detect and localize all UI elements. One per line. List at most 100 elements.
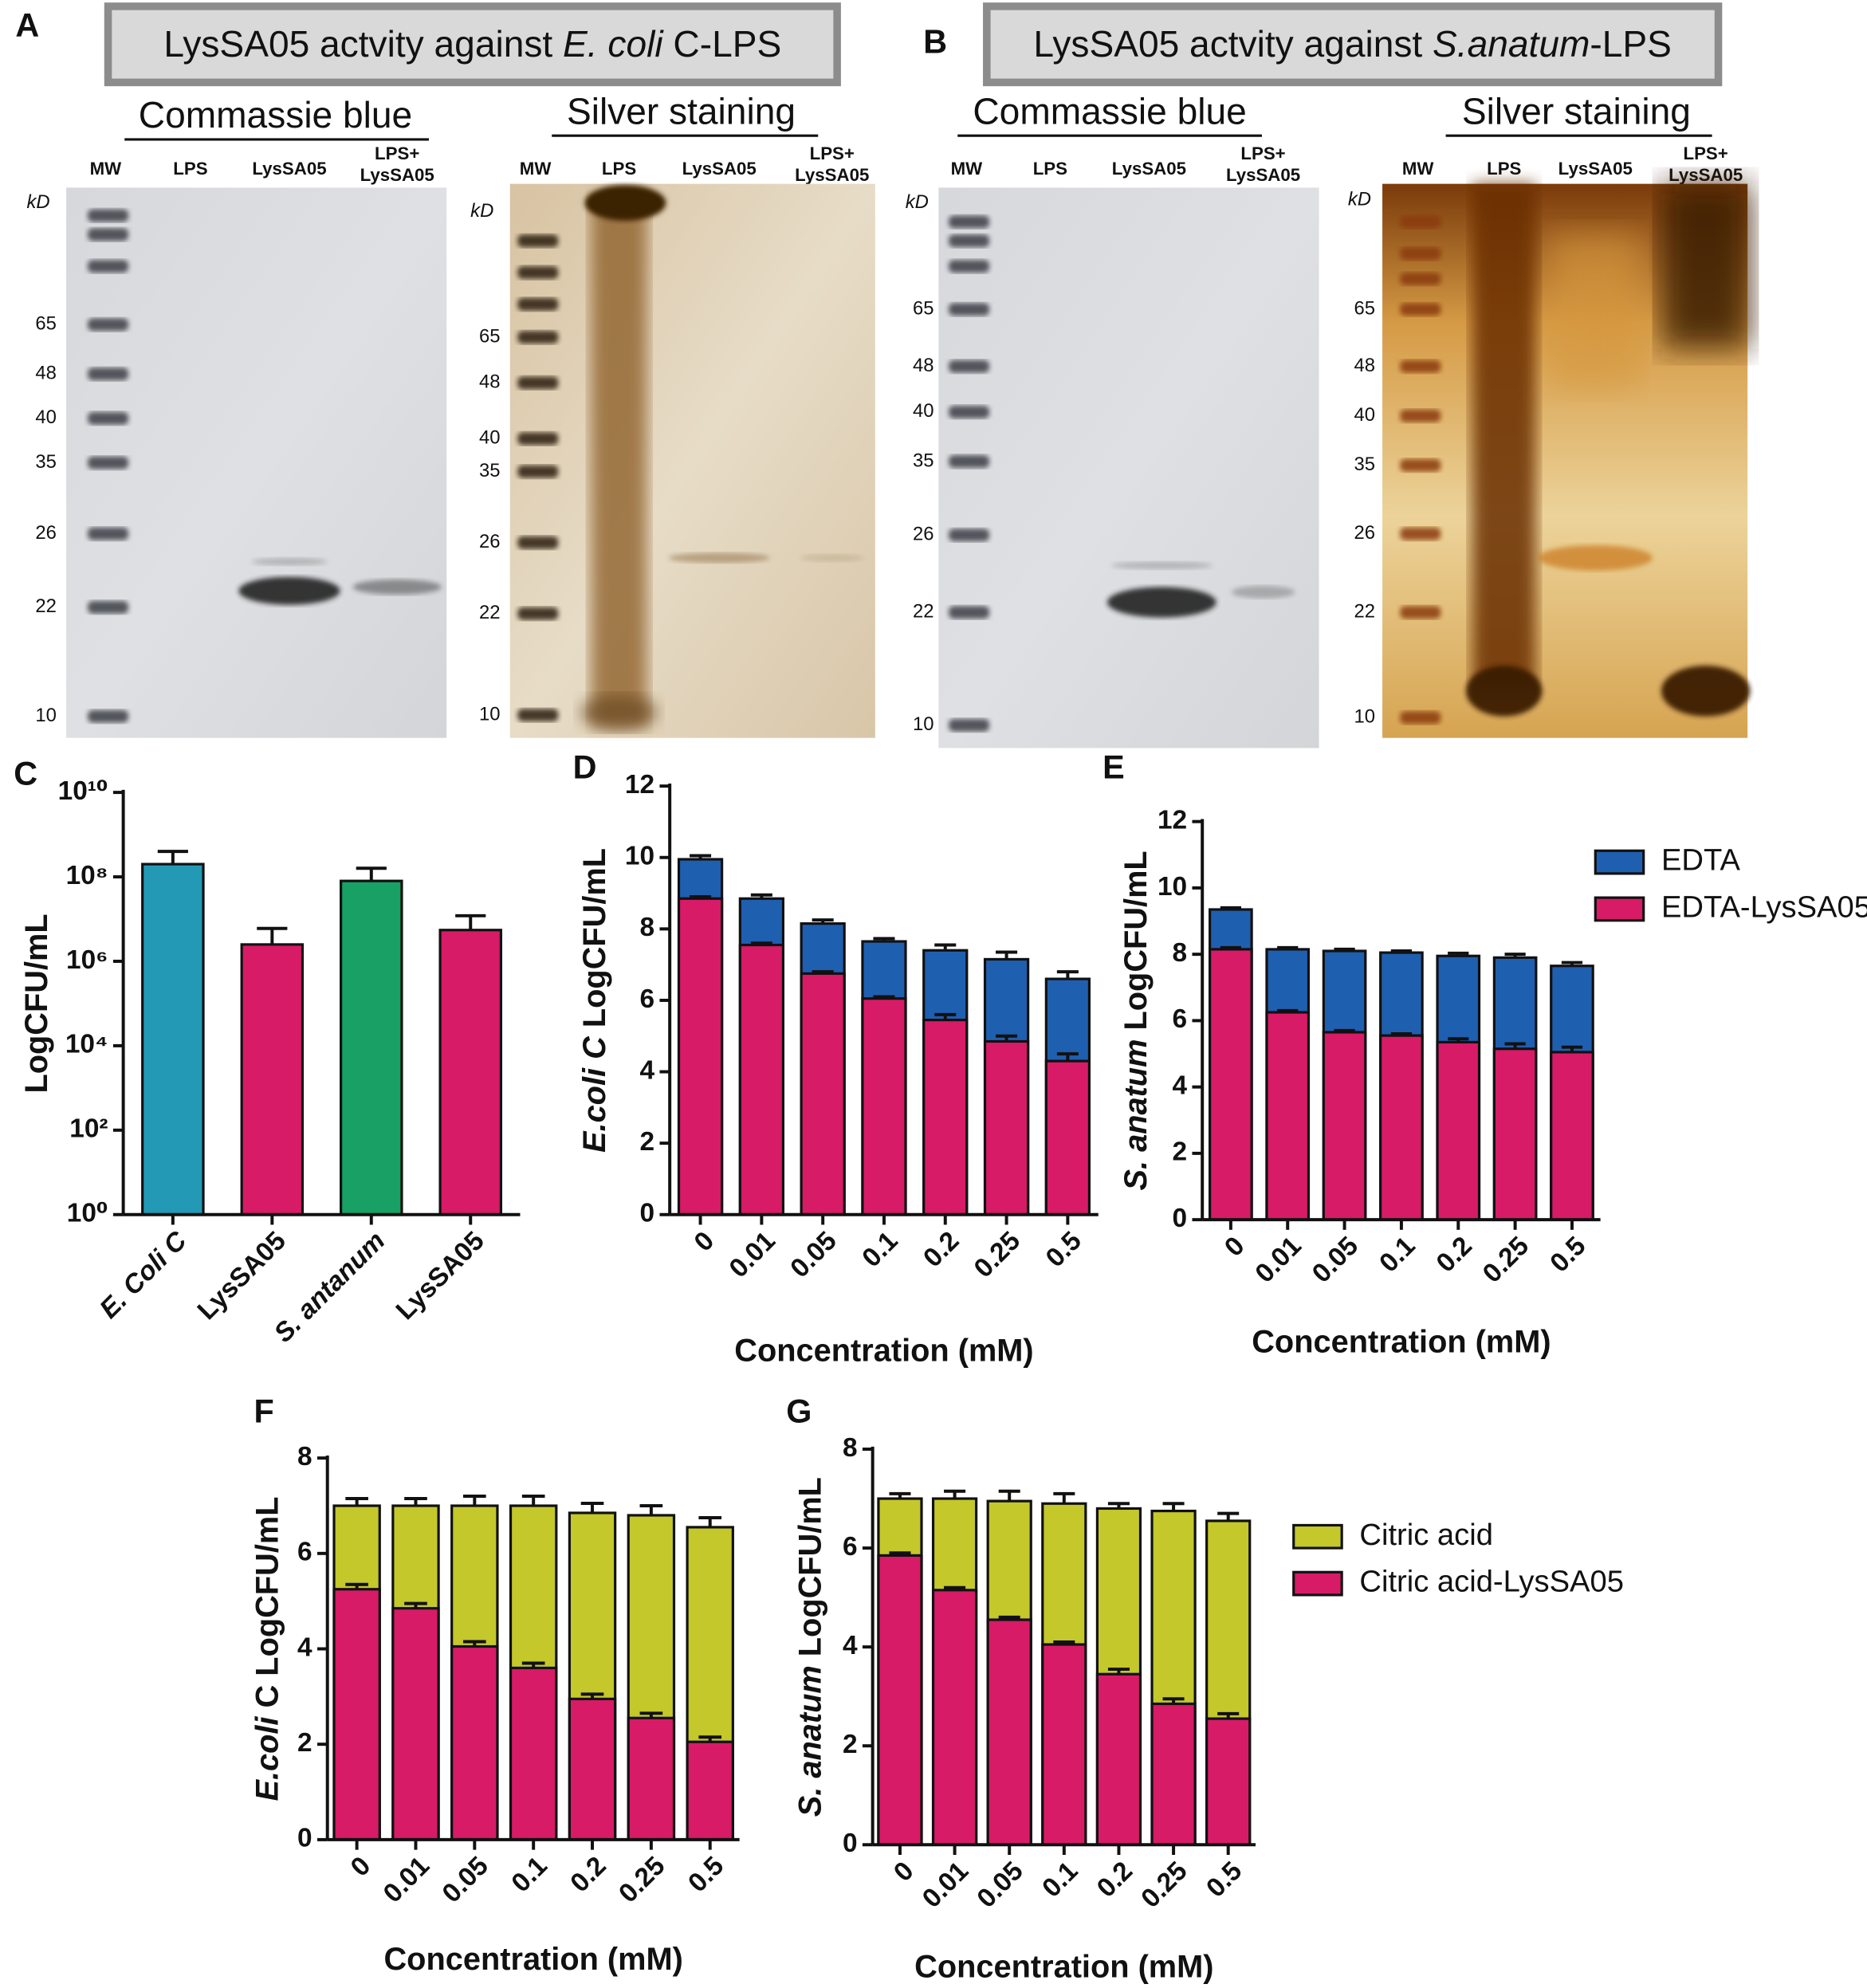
x-tick-label: 0 [689, 1226, 720, 1257]
y-tick-label: 8 [297, 1442, 312, 1471]
x-tick-label: 0.05 [1307, 1231, 1364, 1288]
text-part: S. anatum [792, 1665, 827, 1817]
lane-label: LysSA05 [252, 159, 326, 179]
error-bar [889, 1491, 911, 1499]
text-part: LogCFU/mL [1118, 851, 1154, 1039]
error-bar [690, 854, 712, 859]
y-tick-label: 6 [1173, 1004, 1188, 1034]
bar [1209, 948, 1253, 1221]
y-tick-label: 0 [843, 1829, 858, 1858]
lane-label: LysSA05 [1669, 165, 1743, 185]
ladder-band [88, 260, 128, 273]
protein-band [251, 557, 328, 566]
ladder-band [949, 359, 989, 373]
ladder-band [1400, 272, 1441, 285]
marker-label: 10 [1354, 706, 1376, 728]
lane-label: LPS [173, 159, 207, 179]
bar [1379, 1034, 1424, 1221]
x-tick-label: 0.25 [969, 1226, 1026, 1283]
panel-label: E [1103, 748, 1125, 785]
error-bar [1107, 1668, 1130, 1675]
error-bar [889, 1551, 911, 1556]
header-text: LysSA05 actvity against E. coli C-LPS [163, 23, 781, 65]
ladder-band [517, 709, 559, 722]
marker-label: 40 [913, 400, 934, 422]
y-tick-label: 12 [625, 770, 654, 800]
lane-label: LPS+ [1240, 143, 1285, 163]
error-bar [998, 1489, 1020, 1502]
y-tick-label: 0 [639, 1199, 654, 1228]
x-tick-label: 0.1 [857, 1226, 904, 1273]
marker-label: 35 [479, 460, 501, 481]
ladder-band [88, 318, 128, 332]
error-bar [1390, 1032, 1413, 1036]
ladder-band [1400, 606, 1441, 619]
ladder-band [88, 209, 128, 222]
bar [738, 943, 784, 1216]
error-bar [873, 995, 895, 999]
bar [1095, 1672, 1142, 1846]
bar [240, 943, 305, 1216]
x-tick-label: 0.05 [972, 1856, 1029, 1914]
text-part: LysSA05 actvity against [1033, 23, 1433, 65]
error-bar [1504, 953, 1526, 958]
x-tick-label: 0.25 [1477, 1231, 1535, 1288]
error-bar [1056, 1052, 1079, 1062]
error-bar [750, 893, 772, 899]
gel-image [66, 187, 447, 738]
error-bar [698, 1735, 722, 1742]
lps-smear [1661, 183, 1751, 349]
error-bar [521, 1495, 545, 1506]
marker-label: 65 [913, 297, 934, 319]
text-part: S. anatum [1118, 1039, 1154, 1191]
bar [1492, 1047, 1538, 1221]
error-bar [1390, 949, 1413, 953]
lane-smear [1551, 234, 1640, 387]
marker-label: 22 [913, 601, 934, 623]
error-bar [1162, 1502, 1185, 1511]
gel-background [66, 187, 447, 738]
error-bar [639, 1504, 663, 1515]
error-bar [1277, 945, 1299, 949]
error-bar [404, 1601, 427, 1609]
lane-label: LysSA05 [1112, 159, 1186, 179]
bar [1436, 1040, 1481, 1221]
x-tick-label: 0.01 [1250, 1231, 1307, 1288]
error-bar [580, 1502, 604, 1513]
y-tick-label: 4 [639, 1055, 654, 1085]
error-bar [580, 1692, 604, 1699]
error-bar [812, 970, 834, 974]
lane-label: LPS [1487, 159, 1521, 179]
protein-band [668, 552, 770, 564]
bar [1150, 1702, 1197, 1846]
error-bar [356, 866, 387, 882]
x-tick-label: 0.1 [1374, 1231, 1421, 1278]
error-bar [1561, 961, 1583, 966]
error-bar [1448, 951, 1469, 957]
legend-label: EDTA-LysSA05 [1661, 890, 1867, 925]
text-part: E. coli [563, 23, 664, 65]
lps-top [584, 185, 666, 221]
lps-bottom [580, 694, 658, 731]
error-bar [873, 937, 895, 942]
bar [1041, 1643, 1087, 1846]
lps-smear [1472, 183, 1536, 688]
error-bar [1334, 947, 1355, 952]
error-bar [1220, 945, 1241, 949]
gel-image [1382, 183, 1751, 738]
text-part: LogCFU/mL [576, 848, 611, 1036]
error-bar [157, 850, 188, 865]
x-tick-label: 0 [1219, 1231, 1250, 1262]
bar [1265, 1011, 1311, 1221]
ladder-band [949, 260, 989, 273]
ladder-band [949, 303, 989, 316]
error-bar [463, 1640, 486, 1647]
error-bar [690, 895, 712, 899]
error-bar [1448, 1037, 1469, 1043]
ladder-band [1400, 409, 1441, 422]
y-axis-label: E.coli C LogCFU/mL [250, 1497, 285, 1801]
lane-label: LysSA05 [795, 165, 869, 185]
error-bar [1561, 1045, 1583, 1052]
bar [141, 862, 205, 1216]
